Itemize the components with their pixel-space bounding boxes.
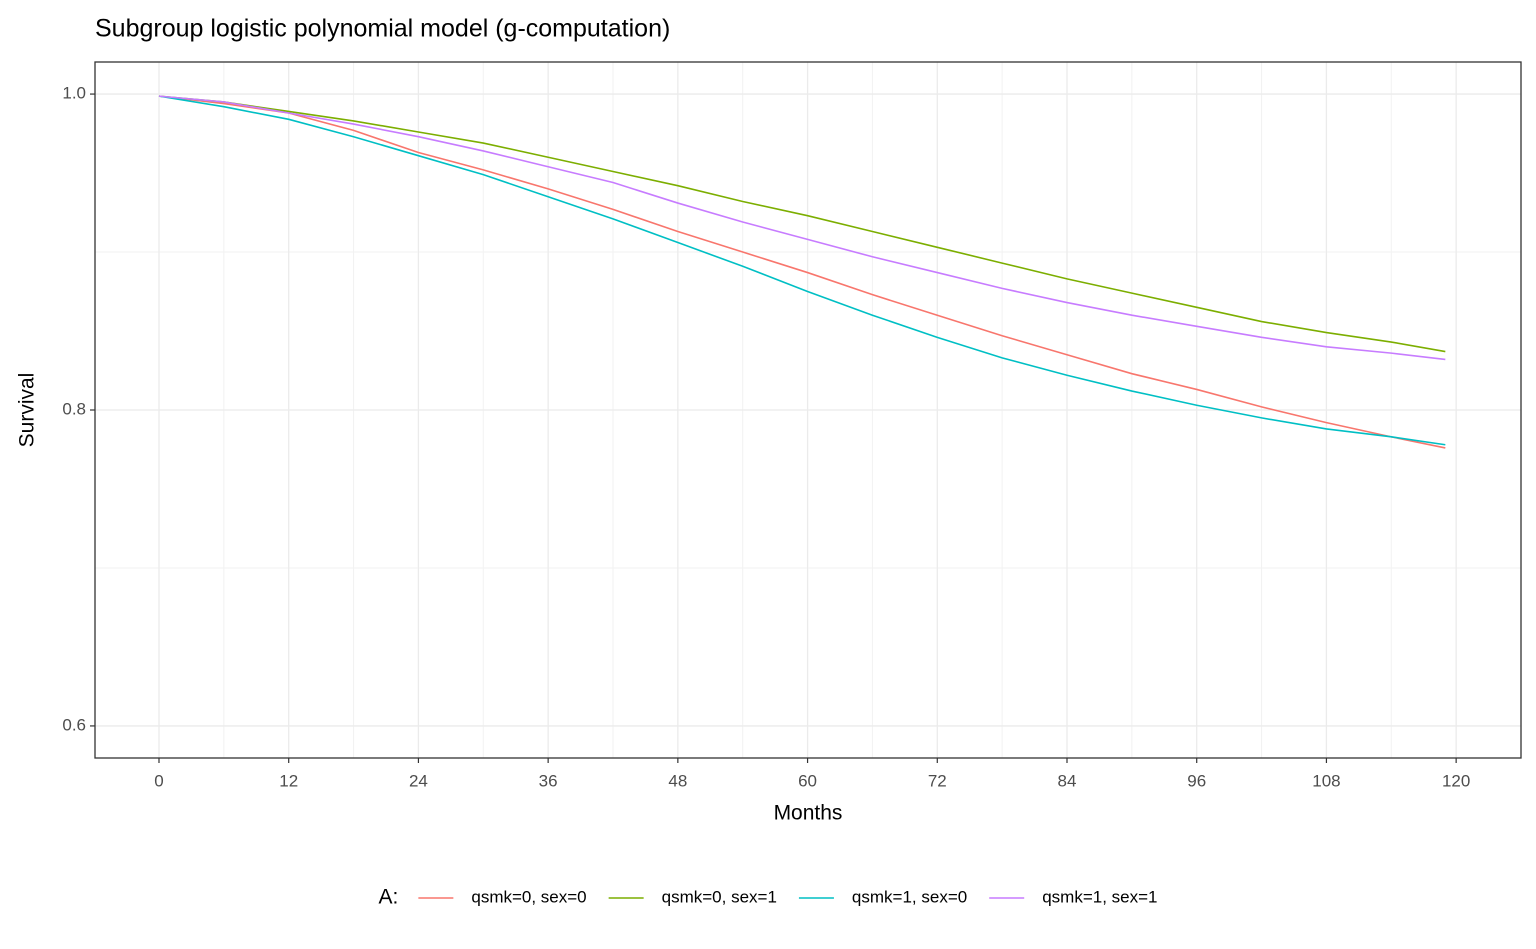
legend-title: A: bbox=[379, 886, 399, 909]
x-tick-label: 60 bbox=[798, 771, 817, 790]
x-tick-label: 48 bbox=[668, 771, 687, 790]
x-tick-label: 36 bbox=[539, 771, 558, 790]
y-tick-label: 0.8 bbox=[62, 399, 86, 418]
series-line bbox=[158, 95, 1446, 449]
series-line bbox=[158, 95, 1446, 353]
legend-label: qsmk=1, sex=0 bbox=[852, 887, 967, 906]
x-tick-label: 24 bbox=[409, 771, 428, 790]
legend-label: qsmk=0, sex=0 bbox=[471, 887, 586, 906]
x-tick-label: 96 bbox=[1187, 771, 1206, 790]
x-tick-label: 108 bbox=[1312, 771, 1340, 790]
x-tick-label: 72 bbox=[928, 771, 947, 790]
x-tick-label: 12 bbox=[279, 771, 298, 790]
panel-border bbox=[94, 61, 1522, 759]
x-tick-label: 120 bbox=[1442, 771, 1470, 790]
series-line bbox=[158, 95, 1446, 361]
x-tick-label: 84 bbox=[1058, 771, 1077, 790]
y-tick-label: 0.6 bbox=[62, 715, 86, 734]
legend-label: qsmk=1, sex=1 bbox=[1042, 887, 1157, 906]
legend-label: qsmk=0, sex=1 bbox=[662, 887, 777, 906]
y-axis-title: Survival bbox=[16, 373, 39, 448]
y-tick-label: 1.0 bbox=[62, 84, 86, 103]
x-axis-title: Months bbox=[774, 802, 843, 825]
x-tick-label: 0 bbox=[154, 771, 163, 790]
chart-title: Subgroup logistic polynomial model (g-co… bbox=[95, 15, 670, 43]
series-line bbox=[158, 95, 1446, 446]
